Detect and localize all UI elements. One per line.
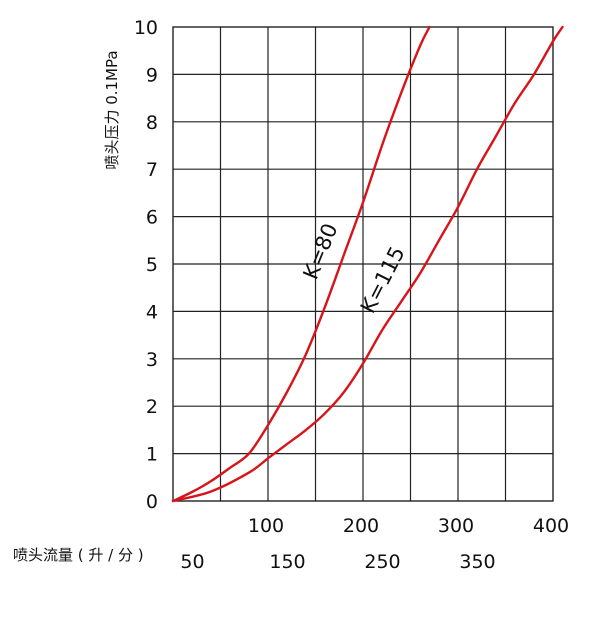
x-tick-label: 150 (269, 551, 305, 573)
x-tick-label: 50 (180, 551, 204, 573)
y-tick-label: 6 (146, 207, 158, 229)
x-tick-label: 200 (343, 515, 379, 537)
y-tick-label: 5 (146, 254, 158, 276)
curve-label-k80: K=80 (299, 220, 343, 283)
y-tick-label: 3 (146, 349, 158, 371)
y-tick-label: 7 (146, 159, 158, 181)
y-tick-label: 2 (146, 396, 158, 418)
y-tick-label: 4 (146, 301, 158, 323)
series-line-k115 (171, 25, 564, 503)
plot-frame (172, 26, 554, 502)
y-tick-label: 8 (146, 112, 158, 134)
curves (171, 25, 564, 503)
y-tick-label: 10 (134, 17, 158, 39)
x-tick-label: 100 (248, 515, 284, 537)
x-tick-label: 350 (459, 551, 495, 573)
x-tick-label: 250 (364, 551, 400, 573)
grid (173, 27, 553, 501)
y-tick-label: 9 (146, 64, 158, 86)
plot-border (172, 26, 554, 502)
x-tick-label: 400 (533, 515, 569, 537)
y-tick-label: 1 (146, 444, 158, 466)
y-tick-label: 0 (146, 491, 158, 513)
y-tick-labels: 0 1 2 3 4 5 6 7 8 9 10 (134, 17, 158, 513)
y-axis-title: 喷头压力 0.1MPa (103, 50, 121, 169)
x-tick-label: 300 (438, 515, 474, 537)
curve-label-k115: K=115 (356, 243, 410, 318)
series-line-k80 (171, 25, 431, 503)
x-axis-title: 喷头流量 ( 升 / 分 ) (13, 546, 144, 564)
x-tick-labels-upper: 100 200 300 400 (248, 515, 569, 537)
x-tick-labels-lower: 50 150 250 350 (180, 551, 495, 573)
